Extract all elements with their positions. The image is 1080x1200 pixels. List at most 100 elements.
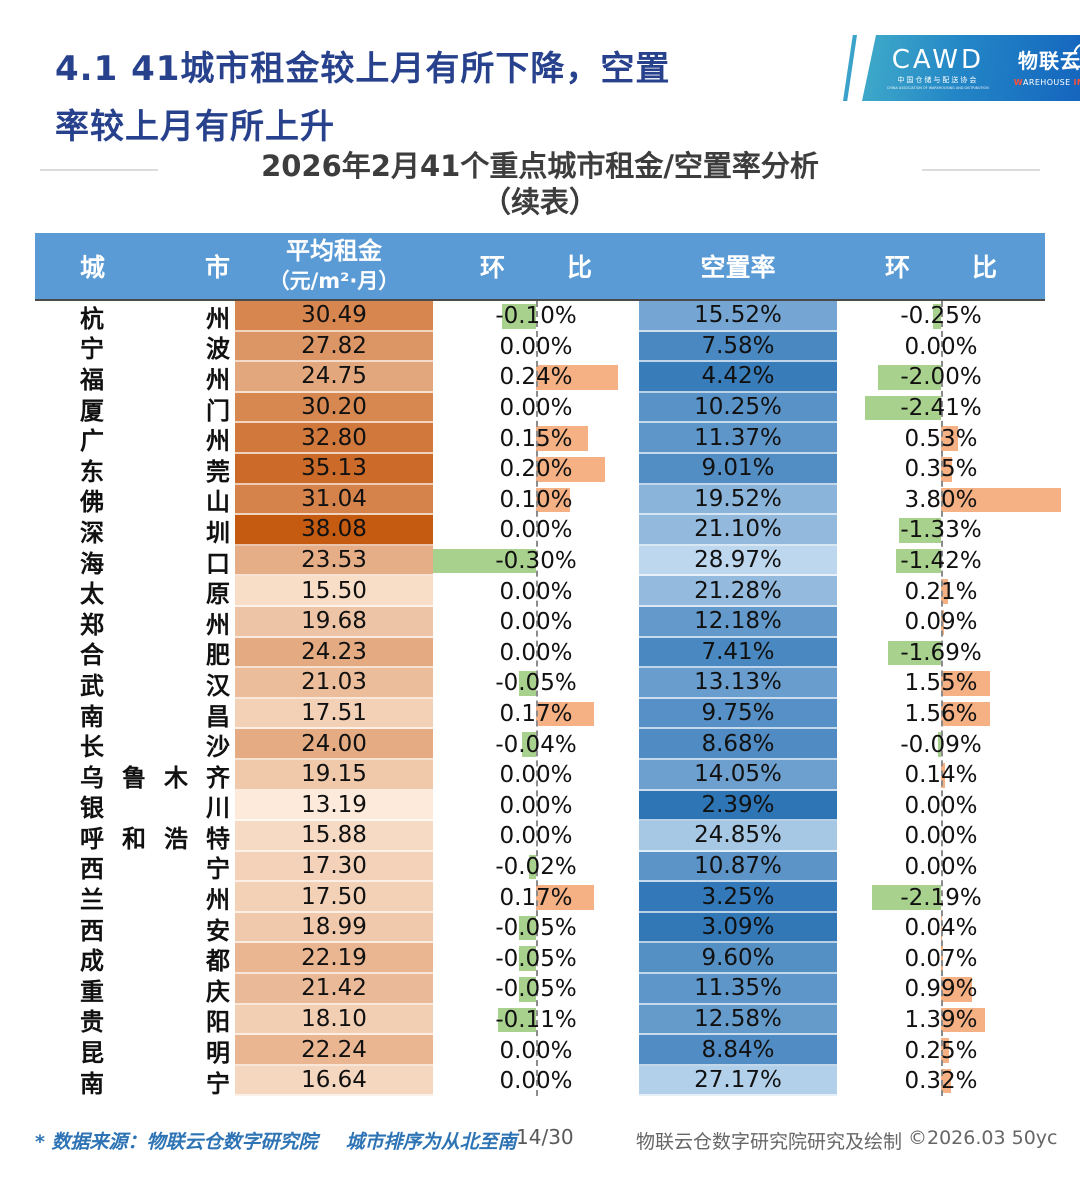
negative-bar [899,518,941,543]
vacancy-rate-cell: 2.39% [639,790,837,822]
vacancy-rate-cell: 27.17% [639,1065,837,1097]
table-row: 昆明 22.24 0.00% 8.84% 0.25% [35,1035,1045,1067]
vacancy-rate-cell: 11.37% [639,423,837,454]
city-name-cell: 重庆 [35,974,235,1006]
page-title: 4.1 41城市租金较上月有所下降，空置 率较上月有所上升 [55,40,815,156]
mom-value: 0.00% [499,1037,573,1064]
vacancy-mom-cell: 0.25% [837,1035,1045,1066]
vacancy-mom-cell: 0.21% [837,576,1045,607]
positive-bar [941,1038,949,1063]
mom-value: 0.00% [499,517,573,544]
city-name-cell: 佛山 [35,485,235,516]
table-row: 杭州 30.49 -0.10% 15.52% -0.25% [35,301,1045,333]
avg-rent-cell: 24.00 [235,729,433,760]
table-title-line1: 2026年2月41个重点城市租金/空置率分析 [261,149,819,183]
mom-value: 0.00% [499,609,573,636]
avg-rent-cell: 18.99 [235,912,433,944]
header-city: 城市 [80,253,230,282]
avg-rent-cell: 18.10 [235,1004,433,1036]
table-title-line2: （续表） [481,185,598,219]
city-name-cell: 昆明 [35,1035,235,1067]
rent-mom-cell: 0.00% [433,760,639,791]
avg-rent-cell: 24.23 [235,637,433,669]
mom-value: 0.00% [499,792,573,819]
vacancy-rate-cell: 8.68% [639,729,837,760]
avg-rent-cell: 15.50 [235,576,433,607]
positive-bar [941,426,958,451]
mom-value: 0.17% [499,884,573,911]
mom-value: 0.99% [904,976,978,1003]
mom-value: 0.09% [904,609,978,636]
city-name: 福州 [80,365,230,394]
table-row: 太原 15.50 0.00% 21.28% 0.21% [35,576,1045,608]
rent-mom-cell: -0.05% [433,913,639,944]
city-name: 长沙 [80,733,230,762]
vacancy-mom-cell: 0.00% [837,852,1045,883]
rent-mom-cell: 0.10% [433,485,639,516]
page-title-line2: 率较上月有所上升 [55,107,335,147]
copyright-text: ©2026.03 50yc [908,1127,1058,1149]
positive-bar [536,365,619,390]
mom-value: -0.05% [495,976,577,1003]
vacancy-mom-cell: 1.39% [837,1005,1045,1036]
negative-bar [896,548,941,574]
avg-rent-cell: 24.75 [235,362,433,393]
rent-vacancy-table: 城市 平均租金 （元/m²·月） 环比 空置率 环比 杭州 30.49 -0.10%… [35,233,1061,1098]
vacancy-rate-cell: 24.85% [639,821,837,852]
table-row: 贵阳 18.10 -0.11% 12.58% 1.39% [35,1004,1045,1036]
cloud-logo-english: WAREHOUSE IN CLOUD [1013,77,1080,87]
table-row: 重庆 21.42 -0.05% 11.35% 0.99% [35,974,1045,1006]
city-name-cell: 郑州 [35,607,235,639]
mom-value: -0.05% [495,945,577,972]
positive-bar [536,701,595,727]
city-name: 南昌 [80,702,230,731]
mom-value: 1.55% [904,670,978,697]
vacancy-mom-cell: -2.19% [837,882,1045,913]
city-name: 呼和浩特 [80,824,230,853]
decorative-line-right [922,169,1040,171]
vacancy-mom-cell: 0.00% [837,791,1045,822]
city-name-cell: 成都 [35,943,235,975]
vacancy-rate-cell: 3.09% [639,912,837,944]
vacancy-rate-cell: 19.52% [639,484,837,516]
mom-value: 0.00% [904,823,978,850]
vacancy-mom-cell: 0.09% [837,607,1045,638]
negative-bar [518,946,536,972]
city-name-cell: 东莞 [35,454,235,486]
table-body: 杭州 30.49 -0.10% 15.52% -0.25% 宁波 27.82 0.00% 7.5… [35,301,1061,1098]
negative-bar [933,304,941,329]
city-name: 深圳 [80,518,230,547]
mom-value: 0.21% [904,578,978,605]
mom-value: 0.00% [499,395,573,422]
avg-rent-cell: 32.80 [235,423,433,454]
positive-bar [941,487,1061,513]
city-name: 重庆 [80,977,230,1006]
cawd-logo-english: CHINA ASSOCIATION OF WAREHOUSING AND DIS… [886,84,989,90]
table-row: 成都 22.19 -0.05% 9.60% 0.07% [35,943,1045,975]
mom-value: -0.10% [495,303,577,330]
mom-value: -2.00% [900,364,982,391]
vacancy-rate-cell: 15.52% [639,301,837,332]
avg-rent-cell: 30.20 [235,392,433,424]
mom-value: 0.07% [904,945,978,972]
vacancy-rate-cell: 10.87% [639,851,837,883]
mom-value: 0.32% [904,1068,978,1095]
table-row: 南宁 16.64 0.00% 27.17% 0.32% [35,1065,1045,1098]
mom-value: 0.00% [904,792,978,819]
city-name-cell: 西宁 [35,852,235,883]
zero-axis-dashed-line-rent-mom [536,301,538,1097]
mom-value: -2.19% [900,884,982,911]
mom-value: -0.05% [495,915,577,942]
vacancy-rate-cell: 14.05% [639,759,837,791]
cawd-logo-text: CAWD [891,44,984,75]
mom-value: -0.09% [900,731,982,758]
city-name-cell: 武汉 [35,668,235,700]
mom-value: 0.20% [499,456,573,483]
vacancy-mom-cell: -0.25% [837,301,1045,332]
city-name-cell: 南昌 [35,699,235,731]
vacancy-mom-cell: -2.41% [837,393,1045,424]
city-name: 海口 [80,549,230,578]
table-row: 南昌 17.51 0.17% 9.75% 1.56% [35,698,1045,731]
avg-rent-cell: 30.49 [235,301,433,332]
vacancy-rate-cell: 7.58% [639,331,837,363]
